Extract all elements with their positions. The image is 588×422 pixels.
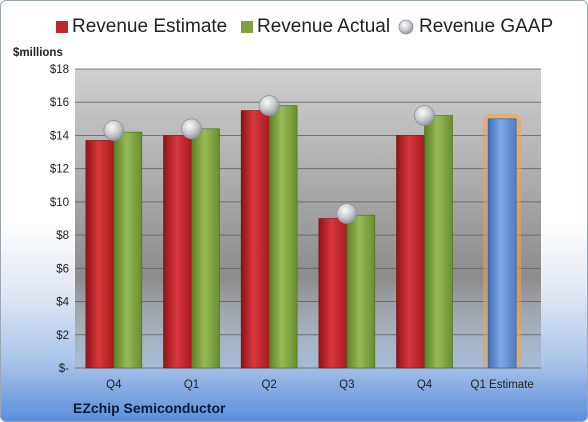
bar-revenue-actual [113,131,143,369]
legend-swatch-actual [241,21,253,33]
company-label: EZchip Semiconductor [73,400,226,416]
marker-revenue-gaap [103,120,125,141]
y-tick-label: $- [59,363,69,375]
bar-revenue-estimate [396,135,425,369]
bar-q1-estimate [487,118,517,369]
legend-swatch-estimate [56,21,68,33]
y-tick-label: $4 [56,297,69,309]
legend-label-actual: Revenue Actual [257,16,390,37]
marker-revenue-gaap [181,118,202,140]
legend-marker-gaap [398,19,414,35]
y-tick-label: $16 [50,97,69,109]
marker-revenue-gaap [258,95,280,116]
y-tick-label: $14 [50,130,70,142]
plot-area [75,69,541,368]
x-tick-label: Q2 [261,379,276,391]
y-tick-label: $18 [50,64,69,76]
x-tick-label: Q4 [106,379,122,391]
bar-revenue-estimate [85,140,115,369]
x-tick-label: Q1 [184,379,199,391]
y-tick-label: $12 [50,164,69,176]
bar-revenue-estimate [240,110,270,369]
x-tick-label: Q1 Estimate [471,379,534,391]
y-tick-label: $6 [56,263,69,275]
bar-revenue-estimate [318,218,348,369]
bar-revenue-actual [191,128,220,369]
y-tick-label: $2 [56,330,69,342]
bar-revenue-estimate [163,135,192,369]
marker-revenue-gaap [414,105,435,126]
bar-revenue-actual [346,214,376,369]
legend-label-estimate: Revenue Estimate [72,16,227,37]
y-axis-unit-label: $millions [13,47,63,59]
bar-revenue-actual [424,115,453,369]
legend-label-gaap: Revenue GAAP [419,16,553,37]
x-tick-label: Q3 [339,379,354,391]
y-tick-label: $8 [56,230,69,242]
x-tick-label: Q4 [417,379,433,391]
y-tick-label: $10 [50,197,69,209]
bar-revenue-actual [268,105,298,369]
marker-revenue-gaap [336,203,358,224]
